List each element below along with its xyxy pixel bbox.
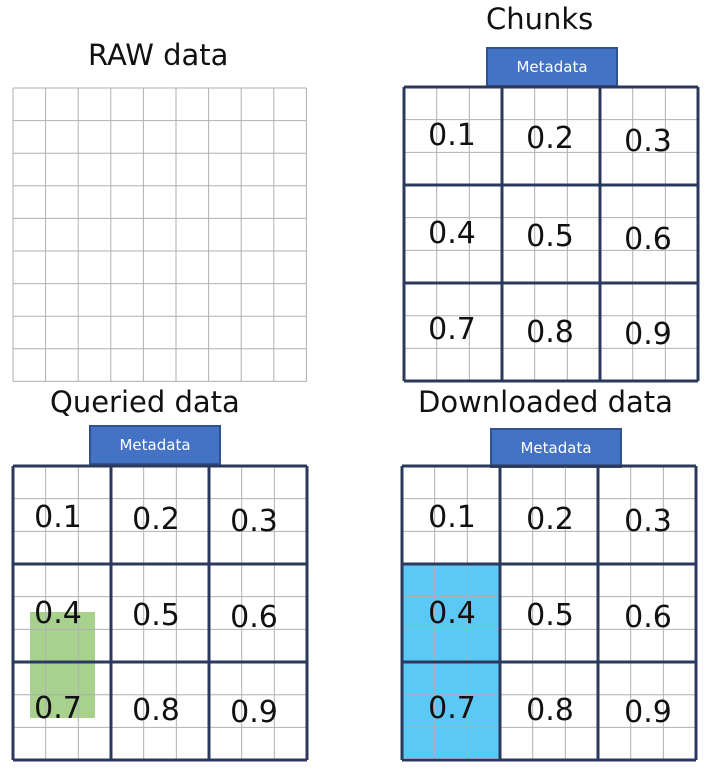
chunk-label-0-1: 0.1: [428, 118, 476, 153]
chunk-label-0-8: 0.8: [526, 315, 574, 350]
chunk-label-0-2: 0.2: [526, 121, 574, 156]
queried-label-0-7: 0.7: [34, 691, 82, 726]
queried-label-0-8: 0.8: [132, 693, 180, 728]
chunks-metadata-box: Metadata: [486, 47, 618, 87]
queried-label-0-2: 0.2: [132, 502, 180, 537]
downloaded-label-0-7: 0.7: [428, 691, 476, 726]
downloaded-label-0-3: 0.3: [624, 504, 672, 539]
chunk-label-0-6: 0.6: [624, 222, 672, 257]
chunk-label-0-3: 0.3: [624, 124, 672, 159]
downloaded-label-0-6: 0.6: [624, 600, 672, 635]
downloaded-label-0-9: 0.9: [624, 695, 672, 730]
downloaded-label-0-1: 0.1: [428, 500, 476, 535]
queried-label-0-4: 0.4: [34, 596, 82, 631]
queried-label-0-1: 0.1: [34, 500, 82, 535]
queried-metadata-box: Metadata: [89, 425, 221, 465]
chunk-label-0-4: 0.4: [428, 216, 476, 251]
chunks-title: Chunks: [486, 2, 594, 36]
chunk-label-0-9: 0.9: [624, 317, 672, 352]
downloaded-data-title: Downloaded data: [418, 385, 673, 419]
chunk-label-0-5: 0.5: [526, 219, 574, 254]
downloaded-label-0-8: 0.8: [526, 693, 574, 728]
queried-label-0-3: 0.3: [230, 504, 278, 539]
queried-label-0-6: 0.6: [230, 600, 278, 635]
chunk-label-0-7: 0.7: [428, 312, 476, 347]
downloaded-label-0-4: 0.4: [428, 596, 476, 631]
queried-label-0-5: 0.5: [132, 598, 180, 633]
raw-data-title: RAW data: [88, 38, 229, 72]
downloaded-metadata-box: Metadata: [490, 428, 622, 468]
queried-label-0-9: 0.9: [230, 695, 278, 730]
downloaded-label-0-5: 0.5: [526, 598, 574, 633]
queried-data-title: Queried data: [50, 385, 240, 419]
downloaded-label-0-2: 0.2: [526, 502, 574, 537]
